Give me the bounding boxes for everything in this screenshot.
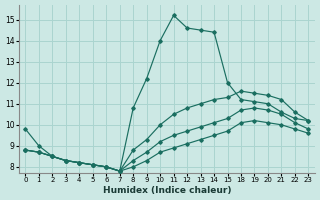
X-axis label: Humidex (Indice chaleur): Humidex (Indice chaleur) — [103, 186, 231, 195]
